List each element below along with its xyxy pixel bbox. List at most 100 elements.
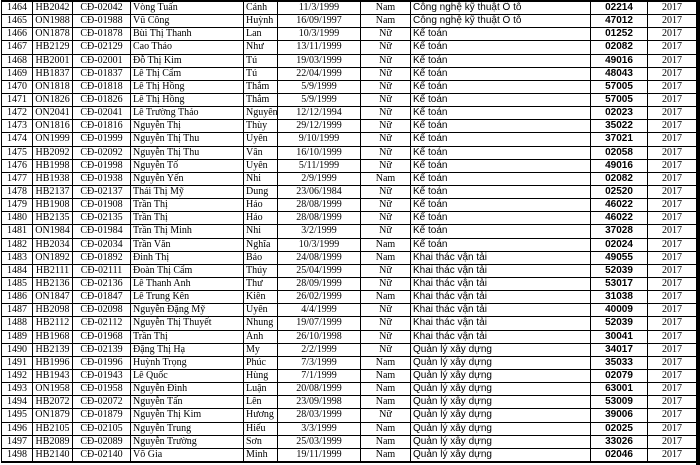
cell-student-code: ON1999 bbox=[32, 132, 73, 147]
cell-score: 47012 bbox=[590, 14, 648, 29]
cell-surname: Nguyễn Tấn bbox=[130, 395, 244, 410]
table-row: 1474 ON1999 CĐ-01999 Nguyễn Thị Thu Uyên 9/10… bbox=[1, 132, 697, 147]
table-row: 1480 HB2135 CĐ-02135 Trần Thị Hảo 28/08/1999 N… bbox=[1, 211, 697, 226]
cell-row-number: 1480 bbox=[1, 211, 33, 226]
cell-cd-code: CĐ-01878 bbox=[72, 27, 131, 42]
table-row: 1488 HB2112 CĐ-02112 Nguyễn Thị Thuyết Nhung… bbox=[1, 316, 697, 331]
cell-row-number: 1488 bbox=[1, 316, 33, 331]
cell-cd-code: CĐ-02112 bbox=[72, 316, 131, 331]
cell-major: Quản lý xây dựng bbox=[410, 421, 591, 436]
cell-surname: Đặng Thị Hạ bbox=[130, 342, 244, 357]
table-row: 1466 ON1878 CĐ-01878 Bùi Thị Thanh Lan 10/3/1… bbox=[1, 27, 697, 42]
cell-major: Khai thác vận tải bbox=[410, 290, 591, 305]
cell-surname: Nguyễn Trung bbox=[130, 421, 244, 436]
cell-surname: Nguyễn Tố bbox=[130, 158, 244, 173]
cell-dob: 2/9/1999 bbox=[277, 171, 361, 186]
cell-major: Công nghệ kỹ thuật Ô tô bbox=[410, 14, 591, 29]
cell-given-name: Uyên bbox=[243, 303, 278, 318]
table-row: 1485 HB2136 CĐ-02136 Lê Thanh Anh Thư 28/09/1… bbox=[1, 276, 697, 292]
cell-major: Quản lý xây dựng bbox=[410, 355, 591, 370]
cell-gender: Nữ bbox=[360, 263, 411, 278]
cell-cd-code: CĐ-01826 bbox=[72, 92, 131, 108]
cell-major: Kế toán bbox=[410, 211, 591, 226]
cell-surname: Lê Trường Thảo bbox=[130, 106, 244, 121]
cell-given-name: Nhi bbox=[243, 224, 278, 239]
cell-score: 01252 bbox=[590, 27, 648, 42]
cell-score: 52039 bbox=[590, 316, 648, 331]
cell-major: Kế toán bbox=[410, 237, 591, 252]
cell-major: Khai thác vận tải bbox=[410, 263, 591, 278]
cell-cd-code: CĐ-01837 bbox=[72, 66, 131, 81]
table-row: 1493 ON1958 CĐ-01958 Nguyễn Đình Luận 20/08/1… bbox=[1, 382, 697, 397]
cell-year: 2017 bbox=[647, 395, 697, 410]
cell-student-code: HB2140 bbox=[32, 447, 73, 463]
cell-score: 02520 bbox=[590, 184, 648, 200]
cell-row-number: 1492 bbox=[1, 368, 33, 384]
cell-dob: 20/08/1999 bbox=[277, 382, 361, 397]
cell-student-code: HB1908 bbox=[32, 198, 73, 213]
table-row: 1464 HB2042 CĐ-02042 Vòng Tuấn Cánh 11/3/1999… bbox=[1, 0, 697, 16]
cell-surname: Huỳnh Trọng bbox=[130, 355, 244, 370]
cell-year: 2017 bbox=[647, 66, 697, 81]
cell-major: Khai thác vận tải bbox=[410, 316, 591, 331]
cell-gender: Nữ bbox=[360, 211, 411, 226]
cell-year: 2017 bbox=[647, 237, 697, 252]
cell-row-number: 1476 bbox=[1, 158, 33, 173]
cell-surname: Trần Thị bbox=[130, 211, 244, 226]
cell-cd-code: CĐ-01998 bbox=[72, 158, 131, 173]
cell-surname: Lê Quốc bbox=[130, 368, 244, 384]
cell-surname: Võ Gia bbox=[130, 447, 244, 463]
cell-year: 2017 bbox=[647, 250, 697, 265]
cell-major: Khai thác vận tải bbox=[410, 250, 591, 265]
cell-dob: 11/3/1999 bbox=[277, 0, 361, 16]
cell-given-name: Tú bbox=[243, 66, 278, 81]
cell-row-number: 1471 bbox=[1, 92, 33, 108]
table-row: 1470 ON1818 CĐ-01818 Lê Thị Hồng Thắm 5/9/199… bbox=[1, 79, 697, 94]
cell-cd-code: CĐ-02098 bbox=[72, 303, 131, 318]
cell-cd-code: CĐ-02042 bbox=[72, 0, 131, 16]
cell-student-code: ON2041 bbox=[32, 106, 73, 121]
cell-gender: Nữ bbox=[360, 224, 411, 239]
cell-surname: Cao Thảo bbox=[130, 40, 244, 55]
cell-gender: Nam bbox=[360, 395, 411, 410]
cell-major: Kế toán bbox=[410, 66, 591, 81]
cell-surname: Lê Thị Cẩm bbox=[130, 66, 244, 81]
table-row: 1468 HB2001 CĐ-02001 Đỗ Thị Kim Tú 19/03/1999… bbox=[1, 53, 697, 68]
cell-score: 49055 bbox=[590, 250, 648, 265]
cell-gender: Nữ bbox=[360, 92, 411, 108]
cell-cd-code: CĐ-01879 bbox=[72, 408, 131, 423]
cell-given-name: Hiếu bbox=[243, 421, 278, 436]
cell-given-name: Như bbox=[243, 40, 278, 55]
cell-given-name: Lan bbox=[243, 27, 278, 42]
table-row: 1486 ON1847 CĐ-01847 Lê Trung Kên Kiên 26/02/… bbox=[1, 290, 697, 305]
cell-student-code: ON1988 bbox=[32, 14, 73, 29]
cell-score: 02082 bbox=[590, 40, 648, 55]
cell-year: 2017 bbox=[647, 198, 697, 213]
cell-cd-code: CĐ-02001 bbox=[72, 53, 131, 68]
cell-row-number: 1484 bbox=[1, 263, 33, 278]
cell-year: 2017 bbox=[647, 408, 697, 423]
table-row: 1472 ON2041 CĐ-02041 Lê Trường Thảo Nguyên 12… bbox=[1, 106, 697, 121]
cell-year: 2017 bbox=[647, 342, 697, 357]
cell-major: Kế toán bbox=[410, 27, 591, 42]
cell-surname: Đinh Thị bbox=[130, 250, 244, 265]
cell-score: 48043 bbox=[590, 66, 648, 81]
cell-gender: Nữ bbox=[360, 132, 411, 147]
table-row: 1490 HB2139 CĐ-02139 Đặng Thị Hạ My 2/2/1999 N… bbox=[1, 342, 697, 357]
cell-student-code: HB2034 bbox=[32, 237, 73, 252]
cell-row-number: 1491 bbox=[1, 355, 33, 370]
cell-given-name: Phúc bbox=[243, 355, 278, 370]
cell-major: Kế toán bbox=[410, 40, 591, 55]
cell-student-code: HB2136 bbox=[32, 276, 73, 292]
cell-score: 35022 bbox=[590, 119, 648, 134]
cell-year: 2017 bbox=[647, 224, 697, 239]
cell-gender: Nữ bbox=[360, 79, 411, 94]
cell-year: 2017 bbox=[647, 211, 697, 226]
cell-student-code: HB1837 bbox=[32, 66, 73, 81]
cell-row-number: 1469 bbox=[1, 66, 33, 81]
cell-row-number: 1497 bbox=[1, 434, 33, 449]
table-row: 1487 HB2098 CĐ-02098 Nguyễn Đặng Mỹ Uyên 4/4/… bbox=[1, 303, 697, 318]
cell-surname: Lê Thị Hồng bbox=[130, 92, 244, 108]
cell-given-name: Nhung bbox=[243, 316, 278, 331]
cell-dob: 26/10/1998 bbox=[277, 329, 361, 344]
